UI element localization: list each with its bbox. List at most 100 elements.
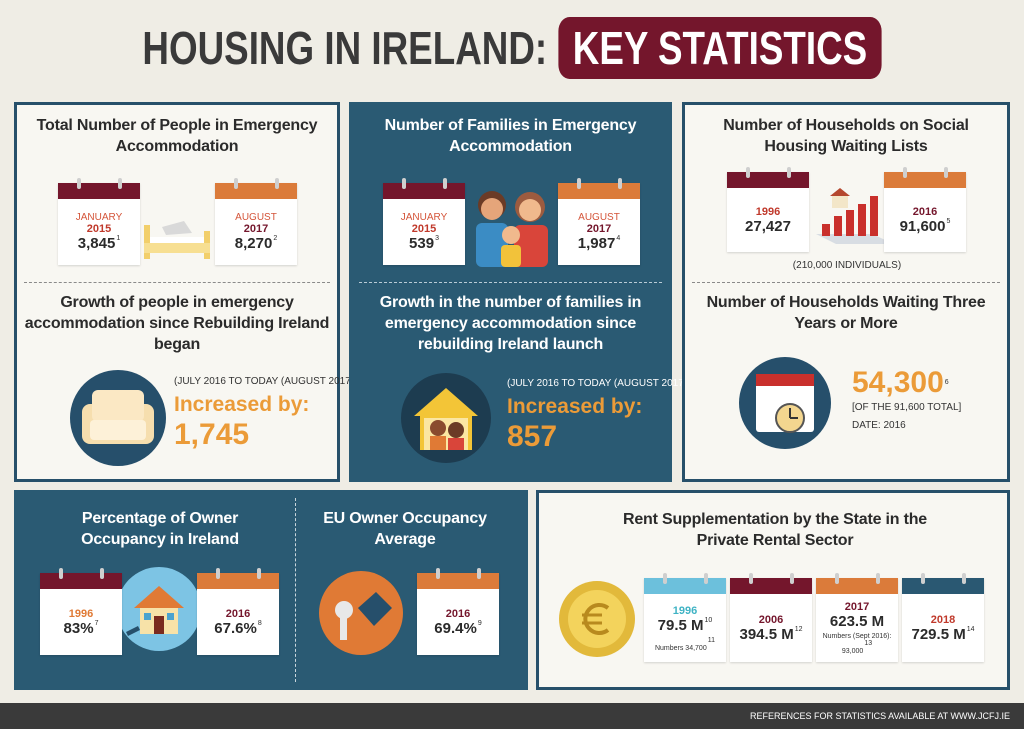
house-icon xyxy=(117,567,201,651)
icon-shape xyxy=(430,420,446,436)
year: 2015 xyxy=(411,223,437,235)
icon-shape xyxy=(834,216,842,236)
footnote: 6 xyxy=(944,379,949,386)
month: AUGUST xyxy=(235,212,277,223)
calendar-ring xyxy=(920,573,925,584)
panel-title: Percentage of Owner Occupancy in Ireland xyxy=(81,510,239,548)
calendar-header xyxy=(215,178,297,199)
icon-shape xyxy=(501,245,521,267)
calendar-header xyxy=(902,573,984,594)
title: HOUSING IN IRELAND: xyxy=(142,22,548,74)
icon-shape xyxy=(340,616,347,640)
icon-shape xyxy=(90,420,146,440)
divider xyxy=(359,282,662,283)
calendar: 1996 27,427 xyxy=(727,167,809,252)
icon-shape xyxy=(430,436,446,450)
armchair-icon xyxy=(70,370,166,466)
icon-shape xyxy=(150,237,204,243)
calendar-ring xyxy=(435,568,440,579)
detail: Numbers (Sept 2016): 93,000 xyxy=(822,633,892,655)
value: 67.6% xyxy=(214,619,257,637)
calendar: JANUARY 2015 3,8451 xyxy=(58,178,140,265)
calendar: 1996 79.5 M10 Numbers 34,70011 xyxy=(644,573,726,662)
value-line: 3,8451 xyxy=(78,235,120,252)
value: 69.4% xyxy=(434,619,477,637)
footnote: 14 xyxy=(966,625,975,633)
calendar-ring xyxy=(576,178,581,189)
value: 83% xyxy=(63,619,94,637)
calendar-body: 1996 27,427 xyxy=(727,188,809,252)
icon-shape xyxy=(476,223,508,267)
calendar: AUGUST 2017 8,2702 xyxy=(215,178,297,265)
footnote: 1 xyxy=(116,235,121,242)
calendar-ring xyxy=(961,573,966,584)
footnote: 5 xyxy=(946,217,951,225)
calendar-ring xyxy=(58,568,63,579)
year: 2018 xyxy=(930,613,956,626)
section-title: Growth of people in emergency accommodat… xyxy=(24,294,330,353)
icon-shape xyxy=(144,225,150,259)
calendar-ring xyxy=(786,167,791,178)
icon-shape xyxy=(756,374,814,386)
section-title: Growth in the number of families in emer… xyxy=(379,294,642,353)
panel xyxy=(682,102,1010,482)
calendar-body: 2018 729.5 M14 xyxy=(902,594,984,662)
month: AUGUST xyxy=(578,212,620,223)
year: 2017 xyxy=(586,223,612,235)
icon-shape xyxy=(167,613,174,620)
year: 2016 xyxy=(225,607,251,620)
header: HOUSING IN IRELAND: KEY STATISTICS xyxy=(102,16,921,80)
value-line: 69.4%9 xyxy=(434,620,481,637)
calendar-ring xyxy=(789,573,794,584)
value-line: 394.5 M12 xyxy=(740,626,803,643)
calendar-ring xyxy=(274,178,279,189)
icon-shape xyxy=(335,601,353,619)
calendar-ring xyxy=(834,573,839,584)
calendar-header xyxy=(383,178,465,199)
calendar-ring xyxy=(99,568,104,579)
coin-icon xyxy=(559,581,635,657)
home-family-icon xyxy=(401,373,491,463)
calendar: AUGUST 2017 1,9874 xyxy=(558,178,640,265)
calendar-header xyxy=(644,573,726,594)
calendar-header xyxy=(197,568,279,589)
footnote: 2 xyxy=(273,235,278,242)
icon-shape xyxy=(583,603,610,635)
icon-shape xyxy=(319,571,403,655)
icon-shape xyxy=(448,422,464,438)
calendar-header xyxy=(417,568,499,589)
year: 1996 xyxy=(68,607,94,620)
year: 2015 xyxy=(86,223,112,235)
calendar-ring xyxy=(617,178,622,189)
panel-title: Total Number of People in Emergency Acco… xyxy=(36,117,318,155)
value-line: 1,9874 xyxy=(578,235,620,252)
calendar-body: 1996 83%7 xyxy=(40,589,122,655)
icon-shape xyxy=(358,592,392,626)
bed-icon xyxy=(144,221,210,259)
divider xyxy=(24,282,330,283)
calendar-ring xyxy=(233,178,238,189)
caption: (210,000 INDIVIDUALS) xyxy=(792,260,902,271)
divider xyxy=(692,282,1000,283)
value: 79.5 M xyxy=(657,616,704,634)
calendar-ring xyxy=(902,167,907,178)
calendar-ring xyxy=(117,178,122,189)
footnote: 8 xyxy=(257,619,262,627)
panel-title: Number of Households on Social Housing W… xyxy=(723,117,969,155)
icon-shape xyxy=(502,226,520,244)
panel-title: Number of Families in Emergency Accommod… xyxy=(384,117,637,155)
increase-value: 857 xyxy=(507,420,558,453)
icon-shape xyxy=(448,438,464,450)
family-icon xyxy=(476,191,548,267)
value: 1,987 xyxy=(577,235,616,252)
calendar-header xyxy=(816,573,898,594)
value-line: 623.5 M xyxy=(830,613,884,630)
value-line: 67.6%8 xyxy=(214,620,261,637)
calendar-body: 2006 394.5 M12 xyxy=(730,594,812,662)
value: 729.5 M xyxy=(911,625,966,643)
calendar: 2017 623.5 M Numbers (Sept 2016): 93,00013 xyxy=(816,573,898,662)
value: 623.5 M xyxy=(829,613,885,630)
key-icon xyxy=(319,571,403,655)
value: 394.5 M xyxy=(739,625,794,643)
